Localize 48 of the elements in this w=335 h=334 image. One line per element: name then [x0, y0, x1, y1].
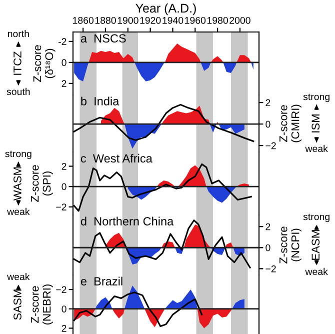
x-axis-title: Year (A.D.) — [136, 3, 196, 16]
chart-title: b India — [81, 96, 120, 106]
y2-axis-title: Z-score (CMIRI) — [280, 104, 302, 142]
x-tick-label: 1940 — [162, 16, 184, 24]
y-tick-label: 0 — [62, 59, 66, 66]
chart-title: a NSCS — [80, 34, 126, 43]
x-tick-label: 1960 — [185, 16, 206, 24]
text: weak — [305, 144, 328, 152]
chart-title: e Brazil — [80, 276, 122, 286]
y-tick-label: 2 — [62, 324, 66, 332]
y-axis-title: Z-score (NEBRI) — [30, 284, 53, 324]
text: ISM — [312, 114, 320, 132]
y-tick-label: −2 — [56, 204, 66, 210]
text: strong — [303, 214, 330, 222]
text: SASM — [14, 290, 22, 320]
y2-tick-label: −2 — [266, 142, 276, 150]
text: strong — [303, 94, 330, 102]
y-tick-label: −2 — [56, 286, 66, 294]
text: strong — [5, 150, 32, 160]
x-tick-label: 1900 — [118, 16, 138, 24]
y-tick-label: 0 — [62, 306, 66, 312]
y-tick-label: 0 — [62, 183, 66, 190]
y2-axis-title: Z-score (NCPI) — [280, 226, 302, 264]
y-axis-title: Z-score (SPI) — [30, 165, 53, 202]
text: south — [6, 88, 30, 96]
x-tick-label: 1920 — [140, 16, 161, 24]
y-tick-label: -2 — [58, 38, 66, 45]
text: EASM — [312, 230, 320, 260]
y-tick-label: 2 — [62, 162, 66, 170]
text: WASM — [14, 167, 22, 201]
y2-tick-label: 2 — [266, 223, 270, 230]
x-tick-label: 1880 — [95, 16, 116, 24]
chart-title: c West Africa — [80, 154, 152, 163]
text: ITCZ — [14, 52, 22, 75]
y2-tick-label: 0 — [266, 244, 270, 252]
x-tick-label: 1980 — [207, 16, 228, 24]
text: weak — [305, 268, 328, 276]
y2-tick-label: 2 — [266, 99, 270, 106]
text: weak — [7, 208, 30, 216]
y-tick-label: 2 — [62, 80, 66, 87]
x-tick-label: 1860 — [73, 16, 94, 24]
y2-tick-label: 0 — [266, 120, 270, 128]
chart-title: d Northern China — [80, 216, 174, 226]
text: weak — [7, 273, 30, 280]
text: north — [8, 30, 29, 38]
x-tick-label: 2000 — [230, 16, 250, 24]
y-axis-title: Z-score (δ¹⁸O) — [33, 45, 56, 82]
y2-tick-label: −2 — [266, 265, 276, 272]
